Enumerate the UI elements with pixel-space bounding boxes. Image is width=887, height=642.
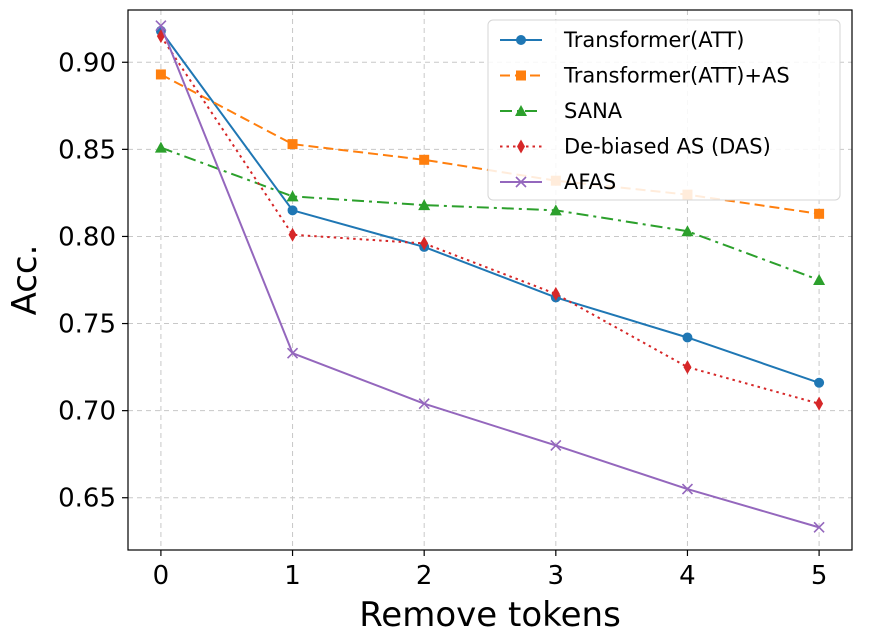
legend: Transformer(ATT) Transformer(ATT)+AS SANA D…	[487, 19, 841, 201]
y-tick-label: 0.80	[58, 222, 116, 252]
series-afas	[155, 20, 825, 533]
data-point	[418, 398, 430, 410]
series-line	[160, 35, 820, 405]
legend-label: SANA	[564, 99, 623, 123]
data-point	[681, 483, 694, 495]
data-point	[286, 190, 299, 202]
data-point	[813, 274, 826, 285]
data-point	[154, 141, 167, 153]
data-point	[287, 205, 298, 216]
y-tick-label: 0.65	[58, 484, 116, 514]
data-point	[551, 286, 560, 301]
x-tick-label: 4	[679, 561, 696, 591]
legend-item: AFAS	[500, 170, 616, 194]
data-point	[682, 332, 693, 343]
legend-item: Transformer(ATT)	[500, 28, 744, 52]
data-point	[420, 236, 429, 251]
series-line	[160, 146, 820, 281]
y-tick-label: 0.70	[58, 397, 116, 427]
x-tick-label: 0	[153, 561, 170, 591]
ticks: 0 1 2 3 4 5 0.65 0.70 0.75 0.80 0.85 0.90	[58, 48, 827, 591]
legend-box	[487, 19, 841, 201]
legend-label: Transformer(ATT)	[563, 28, 744, 52]
x-axis-title: Remove tokens	[359, 595, 621, 635]
data-point	[286, 347, 299, 359]
data-point	[815, 396, 824, 411]
x-tick-label: 2	[416, 561, 433, 591]
data-point	[419, 154, 430, 165]
data-point	[288, 227, 297, 242]
legend-marker	[516, 70, 526, 81]
data-point	[418, 199, 431, 211]
legend-marker	[515, 105, 527, 116]
legend-marker	[515, 176, 527, 188]
y-tick-label: 0.85	[58, 135, 116, 165]
data-point	[681, 225, 694, 237]
legend-item: SANA	[500, 99, 623, 123]
legend-label: Transformer(ATT)+AS	[563, 64, 790, 88]
y-tick-label: 0.90	[58, 48, 116, 78]
series-sana	[154, 141, 826, 285]
plot-frame	[127, 9, 853, 551]
data-point	[813, 521, 825, 533]
x-tick-label: 5	[811, 561, 828, 591]
x-tick-label: 3	[548, 561, 565, 591]
data-point	[155, 20, 167, 32]
data-point	[550, 439, 562, 452]
data-point	[287, 139, 298, 150]
legend-label: AFAS	[564, 170, 616, 194]
data-point	[814, 377, 825, 388]
data-point	[155, 69, 166, 80]
y-tick-label: 0.75	[58, 310, 116, 340]
series-de-biased-as-das	[156, 29, 824, 411]
data-point	[549, 204, 562, 216]
legend-marker	[517, 139, 525, 154]
x-tick-label: 1	[284, 561, 301, 591]
legend-item: Transformer(ATT)+AS	[500, 64, 790, 88]
data-point	[814, 208, 825, 219]
y-axis-title: Acc.	[5, 245, 45, 316]
legend-marker	[516, 35, 526, 45]
legend-label: De-biased AS (DAS)	[564, 135, 771, 159]
series-line	[160, 30, 820, 384]
series-line	[159, 25, 820, 529]
data-point	[683, 360, 692, 375]
legend-item: De-biased AS (DAS)	[500, 135, 771, 159]
